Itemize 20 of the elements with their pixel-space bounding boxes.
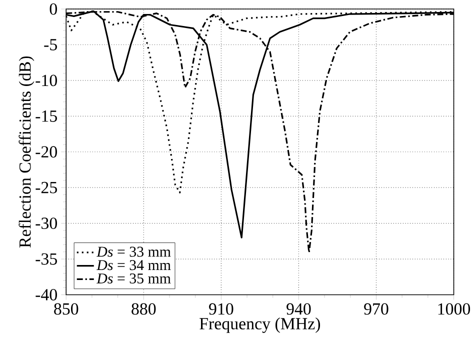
y-axis-title: Reflection Coefficients (dB): [18, 56, 34, 248]
y-tick-label: -40: [36, 289, 57, 301]
legend-label: Ds = 34 mm: [96, 260, 171, 270]
legend-label: Ds = 33 mm: [96, 246, 171, 257]
y-tick-label: 0: [50, 3, 57, 15]
x-tick-label: 970: [364, 303, 388, 315]
x-tick-label: 1000: [438, 303, 470, 315]
x-tick-label: 940: [286, 303, 311, 315]
legend-label: Ds = 35 mm: [96, 274, 171, 284]
y-tick-label: -5: [44, 39, 57, 50]
y-tick-label: -25: [36, 182, 57, 194]
y-tick-label: -15: [36, 110, 57, 122]
x-axis-title: Frequency (MHz): [200, 318, 320, 333]
x-tick-label: 880: [132, 303, 156, 315]
x-tick-label: 910: [209, 303, 234, 315]
y-tick-label: -30: [36, 218, 57, 230]
x-tick-label: 850: [54, 303, 78, 315]
y-tick-label: -35: [36, 253, 57, 265]
y-tick-label: -20: [36, 146, 57, 158]
y-tick-label: -10: [36, 74, 57, 86]
